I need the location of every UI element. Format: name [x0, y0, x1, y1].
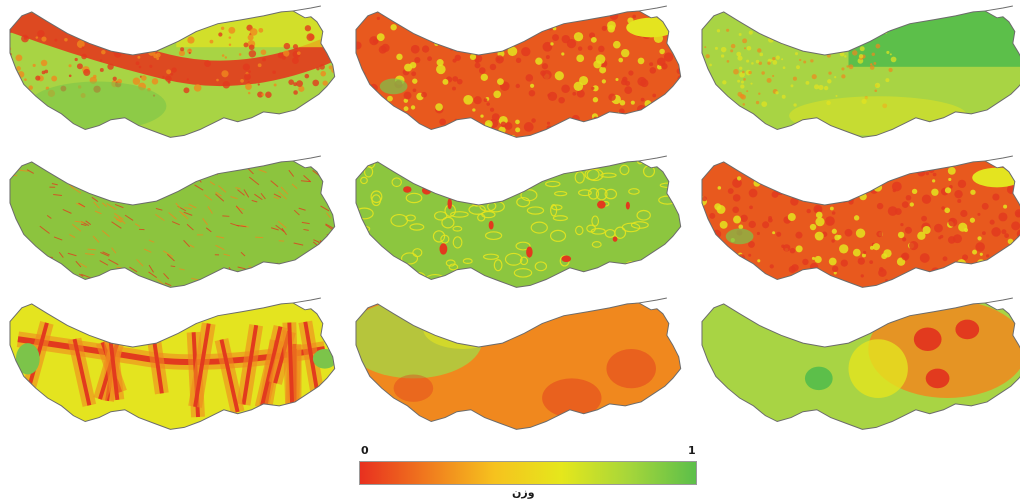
map-row1-col3 [701, 5, 1020, 138]
map-row2-col3 [701, 155, 1020, 288]
legend-color-bar [359, 461, 697, 485]
legend-min-label: 0 [361, 444, 369, 457]
legend-max-label: 1 [688, 444, 696, 457]
map-row3-col2 [355, 297, 682, 430]
map-row1-col2 [355, 5, 682, 138]
legend-title: وزن [512, 486, 535, 499]
map-row3-col1 [9, 297, 336, 430]
suitability-map-grid [9, 5, 1020, 430]
map-row1-col1 [9, 5, 336, 138]
map-row2-col1 [9, 155, 336, 288]
map-row3-col3 [701, 297, 1020, 430]
map-row2-col2 [355, 155, 682, 288]
